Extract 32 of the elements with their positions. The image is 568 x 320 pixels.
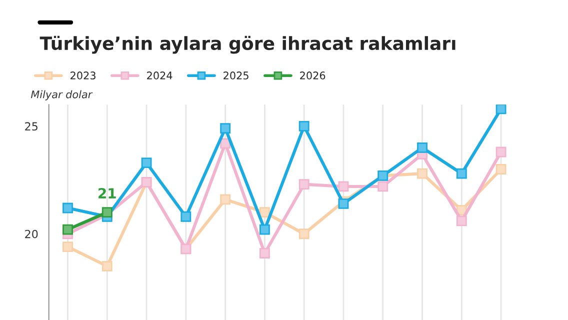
point bbox=[259, 224, 270, 235]
point bbox=[298, 228, 310, 240]
point bbox=[220, 123, 231, 134]
point bbox=[456, 216, 467, 226]
data-label: 21 bbox=[98, 188, 116, 198]
point bbox=[338, 181, 349, 192]
point bbox=[378, 181, 388, 192]
y-axis-title: Milyar dolar bbox=[30, 90, 93, 100]
point bbox=[62, 224, 73, 235]
y-tick-label: 20 bbox=[25, 230, 38, 238]
point bbox=[417, 142, 428, 153]
point bbox=[259, 248, 270, 258]
point bbox=[259, 207, 270, 218]
point bbox=[298, 120, 310, 132]
legend-label: 2026 bbox=[300, 72, 326, 80]
legend-label: 2023 bbox=[70, 72, 96, 80]
point bbox=[496, 146, 506, 158]
legend-label: 2024 bbox=[147, 72, 172, 80]
point bbox=[496, 104, 506, 114]
point bbox=[180, 211, 192, 222]
point bbox=[220, 194, 231, 205]
point bbox=[62, 202, 73, 214]
y-tick-label: 25 bbox=[25, 122, 38, 131]
point bbox=[141, 158, 152, 168]
point bbox=[456, 168, 467, 179]
legend-label: 2025 bbox=[224, 72, 248, 80]
chart-title: Türkiye’nin aylara göre ihracat rakamları bbox=[40, 36, 456, 54]
point bbox=[417, 168, 428, 179]
point bbox=[62, 242, 73, 252]
point bbox=[298, 179, 310, 190]
point bbox=[496, 164, 506, 174]
point bbox=[102, 260, 112, 272]
